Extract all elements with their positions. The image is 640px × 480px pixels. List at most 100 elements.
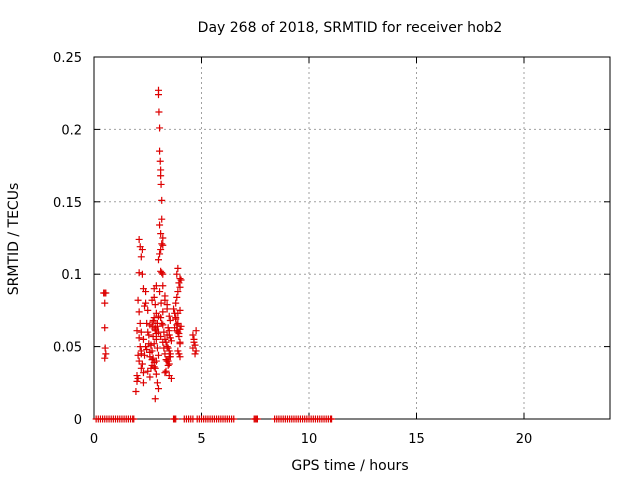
data-point xyxy=(162,367,170,375)
chart-title: Day 268 of 2018, SRMTID for receiver hob… xyxy=(198,20,503,36)
data-point xyxy=(163,343,171,351)
y-tick-label: 0.15 xyxy=(53,196,82,211)
data-point xyxy=(142,288,150,296)
data-point xyxy=(152,282,160,290)
data-point xyxy=(135,235,143,243)
data-point xyxy=(157,180,165,188)
data-point xyxy=(157,332,165,340)
data-point xyxy=(174,264,182,272)
data-point xyxy=(138,360,146,368)
data-point xyxy=(135,269,143,277)
data-point xyxy=(253,415,261,423)
data-point xyxy=(143,319,151,327)
x-tick-label: 20 xyxy=(516,432,533,447)
y-tick-label: 0.25 xyxy=(53,51,82,66)
data-point xyxy=(155,351,162,359)
data-point xyxy=(137,328,145,336)
data-point xyxy=(189,344,197,352)
data-point xyxy=(172,314,180,322)
data-point xyxy=(101,299,109,307)
data-point xyxy=(156,157,164,165)
data-point xyxy=(142,299,150,307)
data-point xyxy=(155,108,163,116)
data-point xyxy=(191,350,199,358)
data-point xyxy=(158,196,166,204)
data-point xyxy=(167,374,175,382)
data-point xyxy=(155,256,162,264)
data-point xyxy=(158,215,166,223)
data-point xyxy=(192,327,200,335)
data-point xyxy=(158,240,166,248)
data-point xyxy=(176,306,184,314)
data-point xyxy=(157,246,165,254)
y-tick-label: 0.2 xyxy=(61,123,82,138)
data-point xyxy=(139,335,147,343)
data-point xyxy=(137,364,145,372)
data-point xyxy=(172,415,180,423)
data-point xyxy=(161,292,169,300)
data-point xyxy=(138,270,146,278)
data-point xyxy=(189,331,197,339)
data-point xyxy=(139,379,147,387)
data-point xyxy=(164,344,172,352)
data-point xyxy=(176,340,184,348)
data-point xyxy=(147,341,155,349)
data-point xyxy=(162,338,170,346)
data-point xyxy=(151,395,159,403)
data-point xyxy=(130,415,138,423)
data-point xyxy=(159,241,167,249)
data-point xyxy=(176,275,184,283)
data-point xyxy=(101,344,109,352)
data-point xyxy=(159,308,167,316)
axis-ticks: 0 5 10 15 20 0 0.05 0.1 0.15 0.2 0.25 xyxy=(53,51,610,447)
data-point xyxy=(134,351,142,359)
y-axis-label: SRMTID / TECUs xyxy=(6,183,22,296)
data-point xyxy=(156,221,164,229)
data-point xyxy=(135,308,143,316)
data-point xyxy=(163,301,171,309)
data-point xyxy=(147,364,155,372)
data-point xyxy=(158,269,166,277)
data-point xyxy=(146,373,154,381)
data-point xyxy=(137,253,145,261)
data-point xyxy=(102,289,110,297)
data-point xyxy=(157,314,165,322)
data-point xyxy=(152,370,160,378)
data-point xyxy=(150,363,158,371)
data-point xyxy=(152,335,160,343)
data-point xyxy=(150,314,158,322)
data-point xyxy=(174,288,182,296)
data-point xyxy=(155,91,162,99)
data-point xyxy=(166,353,174,361)
data-point xyxy=(176,325,184,333)
grid xyxy=(94,57,610,419)
data-point xyxy=(102,350,110,358)
data-point xyxy=(152,357,160,365)
data-point xyxy=(155,385,162,393)
data-point xyxy=(170,305,178,313)
data-point xyxy=(172,299,180,307)
data-point xyxy=(148,347,156,355)
data-point xyxy=(145,331,153,339)
data-point xyxy=(135,334,143,342)
data-point xyxy=(151,327,159,335)
data-point xyxy=(136,319,144,327)
x-axis-label: GPS time / hours xyxy=(291,458,408,474)
data-point xyxy=(151,301,159,309)
data-point xyxy=(176,353,184,361)
data-point xyxy=(175,330,183,338)
data-point xyxy=(101,324,109,332)
data-point xyxy=(137,347,145,355)
x-tick-label: 0 xyxy=(90,432,98,447)
data-point xyxy=(157,299,165,307)
data-point xyxy=(133,327,141,335)
data-point xyxy=(166,334,174,342)
data-point xyxy=(173,270,181,278)
data-point xyxy=(134,374,142,382)
data-point xyxy=(156,288,164,296)
x-tick-label: 15 xyxy=(408,432,425,447)
data-point xyxy=(159,321,167,329)
data-point xyxy=(158,319,166,327)
data-point xyxy=(156,124,164,132)
